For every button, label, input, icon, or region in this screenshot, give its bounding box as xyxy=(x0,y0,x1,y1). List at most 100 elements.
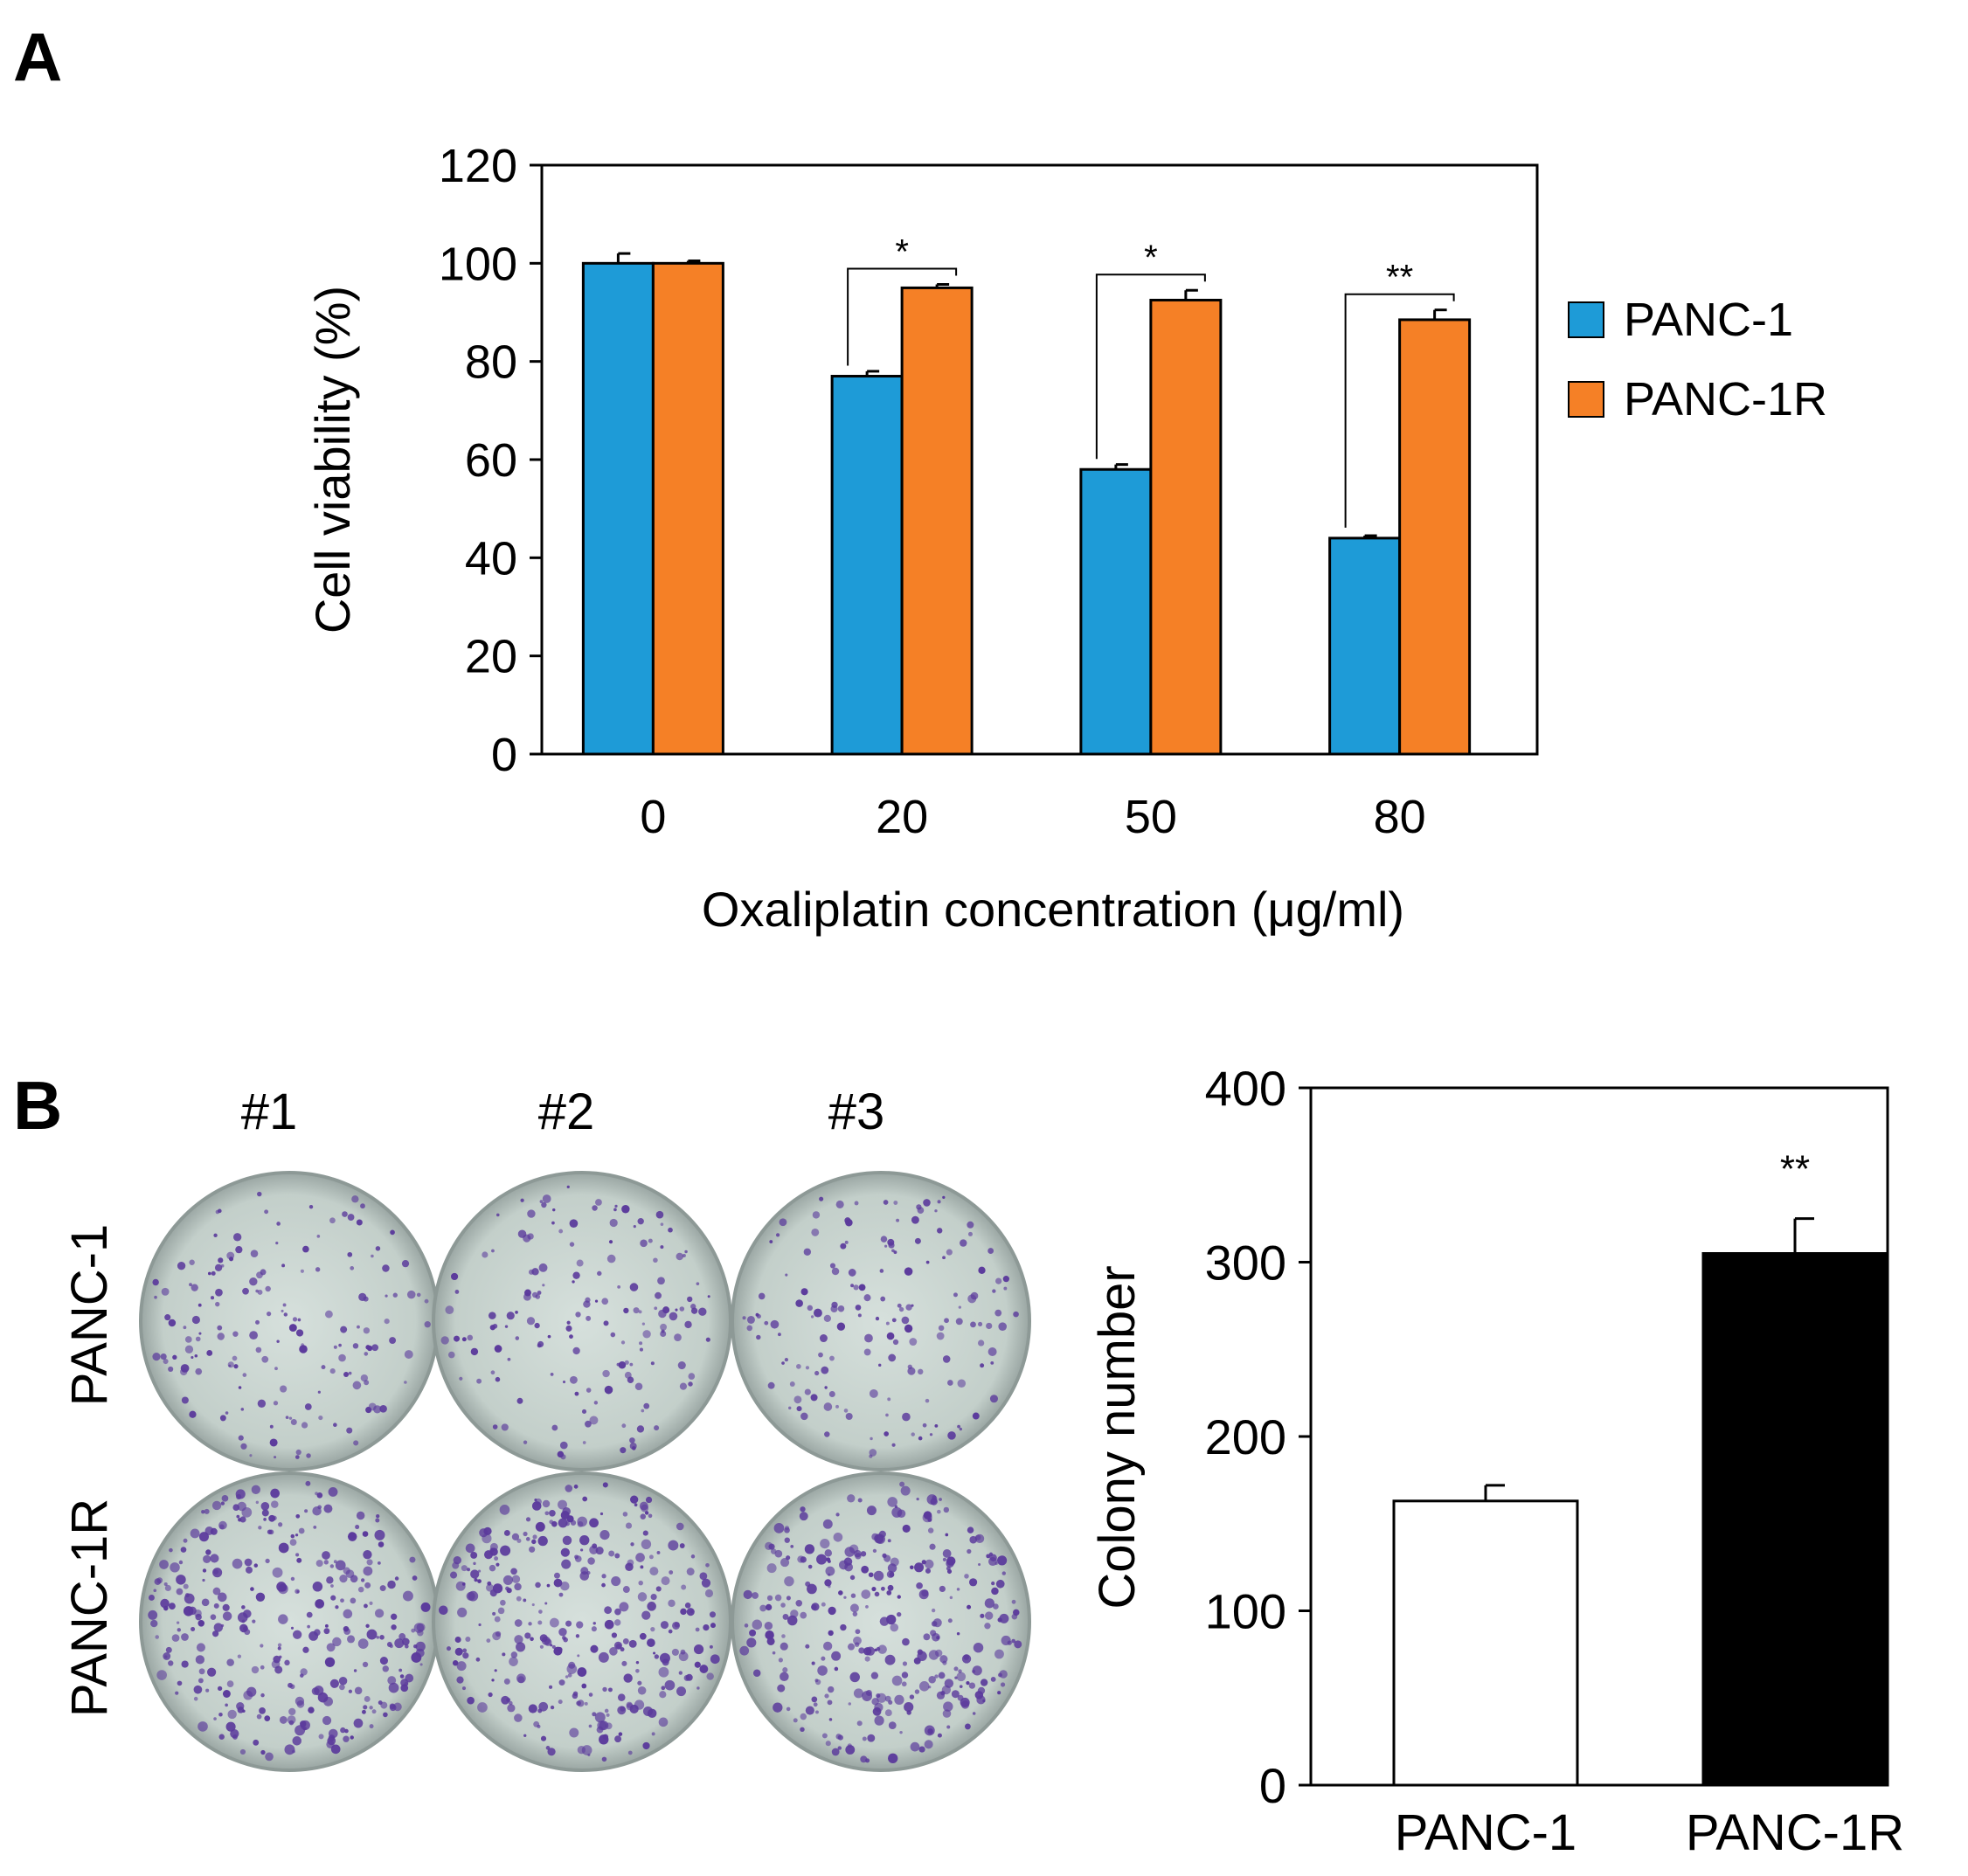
colony-dot xyxy=(860,1551,867,1557)
colony-dot xyxy=(688,1373,696,1380)
dish-plate xyxy=(139,1171,440,1471)
colony-dot xyxy=(785,1273,788,1277)
colony-dot xyxy=(577,1667,587,1677)
colony-dot xyxy=(902,1661,908,1666)
colony-dot xyxy=(351,1195,359,1203)
colony-dot xyxy=(292,1317,298,1322)
colony-dot xyxy=(191,1315,200,1325)
colony-dot xyxy=(786,1555,791,1561)
colony-dot xyxy=(535,1582,541,1589)
colony-dot xyxy=(885,1321,890,1326)
colony-dot xyxy=(163,1582,168,1587)
colony-dot xyxy=(648,1238,653,1243)
colony-dot xyxy=(856,1720,863,1727)
colony-dot xyxy=(643,1402,650,1409)
colony-dot xyxy=(613,1208,617,1212)
colony-dot xyxy=(265,1285,271,1292)
colony-dot xyxy=(270,1500,279,1508)
legend-label-panc1r: PANC-1R xyxy=(1624,373,1827,426)
colony-dot xyxy=(218,1712,223,1717)
colony-dot xyxy=(350,1266,355,1270)
colony-dot xyxy=(333,1560,337,1564)
colony-dot xyxy=(784,1537,790,1543)
colony-dot xyxy=(635,1668,640,1673)
colony-dot xyxy=(366,1559,373,1566)
colony-dot xyxy=(980,1679,988,1686)
colony-dot xyxy=(402,1590,413,1602)
colony-dot xyxy=(371,1709,377,1714)
colony-dot xyxy=(853,1636,862,1645)
colony-dot xyxy=(502,1652,506,1657)
colony-dot xyxy=(311,1687,320,1695)
colony-dot xyxy=(620,1647,625,1652)
colony-dot xyxy=(942,1709,952,1718)
colony-dot xyxy=(364,1352,369,1356)
colony-dot xyxy=(977,1340,985,1346)
colony-dot xyxy=(386,1642,392,1647)
colony-plates: #1 #2 #3 PANC-1 PANC-1R xyxy=(61,1083,1031,1772)
colony-dot xyxy=(788,1406,792,1410)
colony-dot xyxy=(572,1346,580,1355)
colony-dot xyxy=(281,1263,286,1268)
colony-dot xyxy=(566,1664,578,1674)
colony-dot xyxy=(569,1334,573,1340)
colony-dot xyxy=(241,1605,246,1609)
colony-dot xyxy=(477,1702,488,1713)
colony-dot xyxy=(967,1548,972,1554)
colony-dot xyxy=(997,1691,1001,1695)
colony-dot xyxy=(586,1388,592,1393)
colony-dot xyxy=(290,1533,295,1539)
colony-dot xyxy=(222,1611,232,1621)
colony-dot xyxy=(390,1229,395,1236)
colony-dot xyxy=(621,1660,627,1666)
colony-dot xyxy=(584,1701,588,1706)
colony-dot xyxy=(655,1586,662,1592)
colony-dot xyxy=(330,1744,341,1755)
colony-dot xyxy=(932,1632,940,1642)
colony-dot xyxy=(824,1579,832,1587)
colony-dot xyxy=(664,1679,676,1691)
colony-dot xyxy=(668,1540,679,1551)
colony-dot xyxy=(164,1584,171,1592)
colony-dot xyxy=(679,1306,685,1312)
colony-dot xyxy=(353,1669,357,1672)
colony-dot xyxy=(308,1630,319,1641)
colony-dot xyxy=(654,1425,660,1431)
colony-dot xyxy=(827,1559,831,1563)
colony-dot xyxy=(347,1532,357,1541)
colony-dot xyxy=(936,1332,945,1340)
colony-dot xyxy=(197,1620,205,1627)
colony-dot xyxy=(687,1296,693,1303)
colony-dot xyxy=(615,1643,622,1650)
colony-dot xyxy=(288,1682,293,1688)
colony-dot xyxy=(668,1599,676,1608)
y-tick-label-a: 60 xyxy=(465,434,517,487)
colony-dot xyxy=(704,1589,714,1598)
colony-dot xyxy=(614,1735,622,1743)
colony-dot xyxy=(836,1322,846,1331)
colony-dot xyxy=(499,1505,510,1515)
colony-dot xyxy=(321,1365,326,1370)
colony-dot xyxy=(282,1303,287,1307)
colony-dot xyxy=(594,1712,606,1723)
colony-dot xyxy=(488,1692,493,1698)
colony-dot xyxy=(660,1323,668,1331)
colony-dot xyxy=(880,1586,885,1591)
colony-dot xyxy=(865,1605,869,1609)
colony-dot xyxy=(189,1259,195,1265)
colony-dot xyxy=(356,1219,363,1226)
colony-dot xyxy=(581,1683,587,1689)
colony-dot xyxy=(369,1706,373,1710)
colony-dot xyxy=(156,1670,167,1680)
colony-dot xyxy=(577,1654,580,1658)
colony-dot xyxy=(854,1642,860,1647)
colony-dot xyxy=(686,1568,695,1576)
colony-dot xyxy=(215,1301,220,1307)
colony-dot xyxy=(934,1649,943,1658)
colony-dot xyxy=(840,1243,847,1250)
colony-dot xyxy=(758,1292,766,1300)
colony-dot xyxy=(658,1717,669,1727)
colony-dot xyxy=(901,1316,910,1325)
colony-dot xyxy=(544,1602,548,1605)
colony-dot xyxy=(457,1607,468,1617)
